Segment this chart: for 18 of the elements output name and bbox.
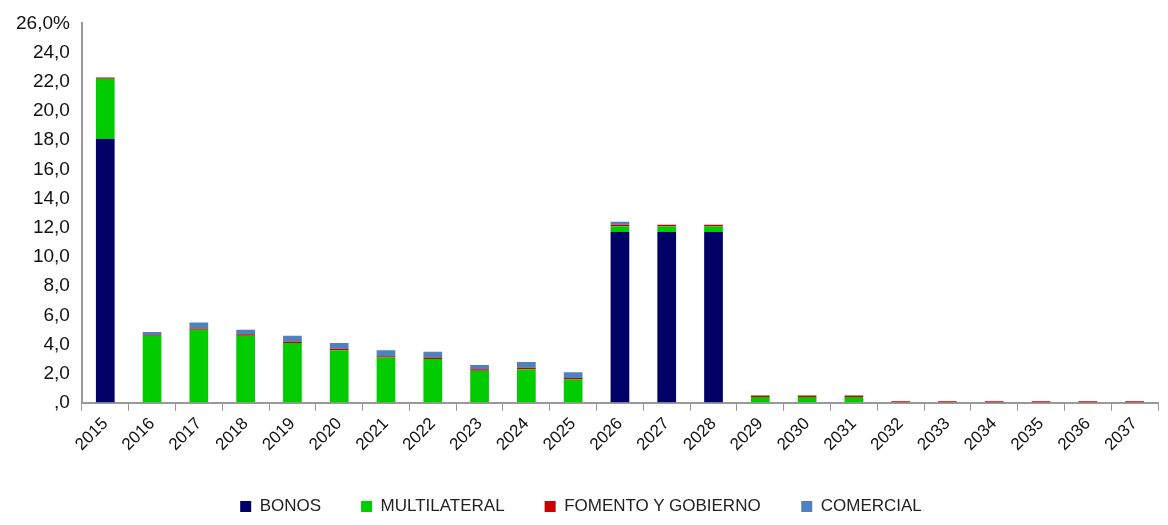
y-tick-label: 6,0 [43, 303, 70, 325]
legend-label: COMERCIAL [820, 496, 922, 516]
y-tick-label: 14,0 [32, 186, 70, 208]
y-tick-label: 16,0 [32, 157, 70, 179]
y-tick-label: 10,0 [32, 245, 70, 267]
legend-label: FOMENTO Y GOBIERNO [564, 496, 761, 516]
y-tick-label: 12,0 [32, 215, 70, 237]
y-tick-label: 22,0 [32, 70, 70, 92]
legend-label: BONOS [259, 496, 322, 516]
y-tick-label: 8,0 [43, 274, 70, 296]
y-tick-label: 4,0 [43, 332, 70, 354]
y-tick-label: ,0 [54, 391, 70, 413]
y-tick-label: 24,0 [32, 40, 70, 62]
y-tick-label: 26,0% [16, 11, 70, 33]
y-tick-label: 18,0 [32, 128, 70, 150]
legend-label: MULTILATERAL [380, 496, 505, 516]
y-tick-label: 20,0 [32, 99, 70, 121]
y-tick-label: 2,0 [43, 361, 70, 383]
